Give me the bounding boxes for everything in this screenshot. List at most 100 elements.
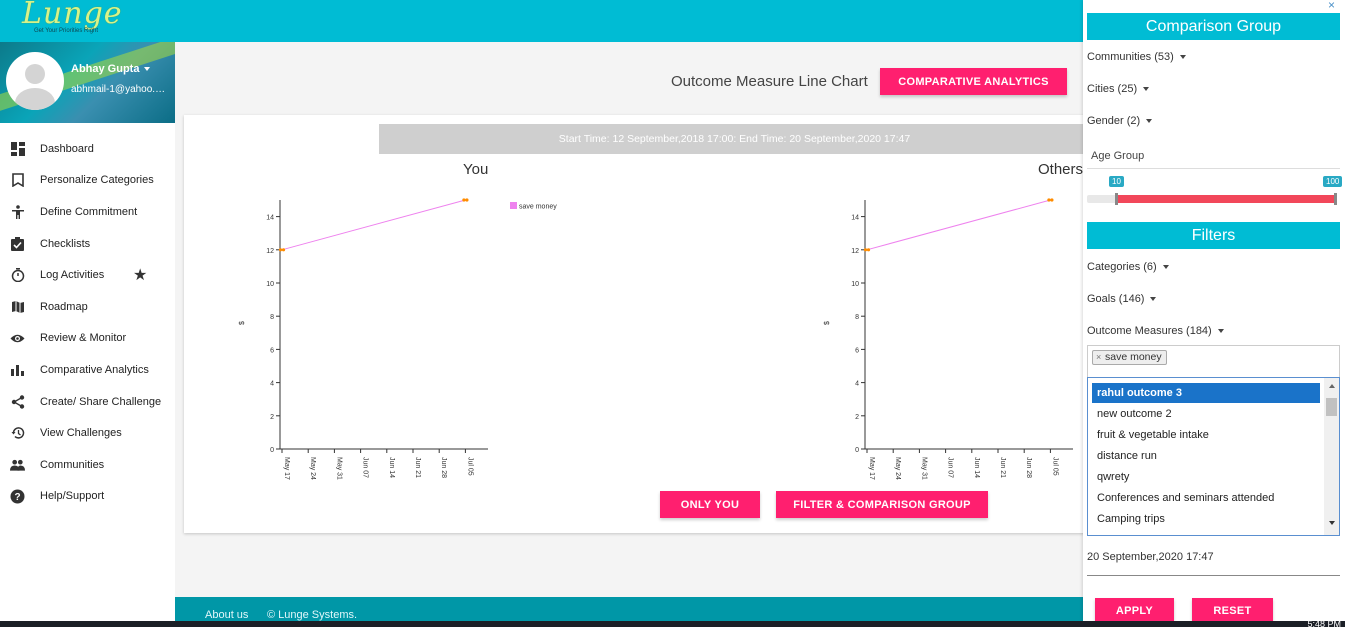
sidebar-item-log-activities[interactable]: Log Activities ★	[0, 259, 175, 291]
communities-dropdown[interactable]: Communities (53)	[1087, 51, 1186, 63]
data-point	[281, 248, 286, 252]
list-item[interactable]: fruit & vegetable intake	[1097, 429, 1209, 441]
chevron-down-icon	[1150, 297, 1157, 302]
data-point	[462, 198, 466, 202]
outcome-options-list[interactable]: rahul outcome 3 new outcome 2 fruit & ve…	[1087, 377, 1340, 536]
scrollbar-thumb[interactable]	[1326, 398, 1337, 416]
gender-dropdown[interactable]: Gender (2)	[1087, 115, 1153, 127]
sidebar-item-label: Roadmap	[40, 300, 88, 313]
map-icon	[10, 299, 25, 314]
x-tick-label: Jun 07	[947, 457, 954, 478]
about-us-link[interactable]: About us	[205, 609, 249, 621]
y-tick-label: 12	[266, 248, 274, 255]
y-tick-label: 14	[266, 215, 274, 222]
sidebar-item-roadmap[interactable]: Roadmap	[0, 291, 175, 323]
data-point	[278, 248, 283, 252]
share-icon	[10, 394, 25, 409]
sidebar-item-personalize-categories[interactable]: Personalize Categories	[0, 165, 175, 197]
x-tick-label: May 17	[868, 457, 875, 480]
data-point	[1050, 198, 1054, 202]
sidebar-item-review-monitor[interactable]: Review & Monitor	[0, 323, 175, 355]
taskbar-clock: 5:48 PM	[1307, 619, 1341, 627]
scroll-up-arrow-icon[interactable]	[1329, 384, 1335, 388]
cities-dropdown[interactable]: Cities (25)	[1087, 83, 1150, 95]
clipboard-check-icon	[10, 236, 25, 251]
y-tick-label: 0	[855, 447, 859, 454]
end-date-field[interactable]: 20 September,2020 17:47	[1087, 551, 1214, 563]
sidebar-item-label: Checklists	[40, 237, 91, 250]
outcome-measures-label: Outcome Measures (184)	[1087, 325, 1212, 337]
list-item[interactable]: qwrety	[1097, 471, 1130, 483]
x-tick-label: Jun 14	[388, 457, 395, 478]
x-tick-label: Jun 21	[414, 457, 421, 478]
bookmark-icon	[10, 173, 25, 188]
chevron-down-icon	[1217, 329, 1224, 334]
svg-text:?: ?	[14, 492, 20, 503]
list-item[interactable]: new outcome 2	[1097, 408, 1172, 420]
sidebar: Abhay Gupta abhmail-1@yahoo.c... Dashboa…	[0, 42, 175, 627]
avatar[interactable]	[6, 52, 64, 110]
list-item[interactable]: rahul outcome 3	[1092, 383, 1320, 403]
x-tick-label: May 31	[335, 457, 342, 480]
list-item[interactable]: Conferences and seminars attended	[1097, 492, 1275, 504]
list-item[interactable]: distance run	[1097, 450, 1157, 462]
copyright-text: © Lunge Systems.	[267, 609, 358, 621]
y-tick-label: 2	[855, 414, 859, 421]
list-item[interactable]: Camping trips	[1097, 513, 1165, 525]
sidebar-item-communities[interactable]: Communities	[0, 449, 175, 481]
goals-label: Goals (146)	[1087, 293, 1145, 305]
date-field-underline	[1087, 575, 1340, 576]
chart-title-others: Others	[1038, 161, 1084, 178]
x-tick-label: Jun 07	[362, 457, 369, 478]
age-range-min-handle[interactable]	[1115, 193, 1118, 205]
remove-tag-icon[interactable]: ×	[1096, 352, 1102, 362]
selected-tag-label: save money	[1105, 351, 1162, 363]
x-tick-label: Jul 05	[466, 457, 473, 476]
goals-dropdown[interactable]: Goals (146)	[1087, 293, 1157, 305]
outcome-measures-dropdown[interactable]: Outcome Measures (184)	[1087, 325, 1224, 337]
sidebar-item-checklists[interactable]: Checklists	[0, 228, 175, 260]
comparative-analytics-button[interactable]: COMPARATIVE ANALYTICS	[880, 68, 1067, 95]
age-range-max-handle[interactable]	[1334, 193, 1337, 205]
apply-button[interactable]: APPLY	[1095, 598, 1174, 624]
filter-panel: × Comparison Group Communities (53) Citi…	[1083, 0, 1345, 627]
y-axis-label: $	[239, 321, 246, 325]
sidebar-item-comparative-analytics[interactable]: Comparative Analytics	[0, 354, 175, 386]
y-tick-label: 6	[270, 347, 274, 354]
y-tick-label: 10	[851, 281, 859, 288]
y-tick-label: 10	[266, 281, 274, 288]
y-tick-label: 12	[851, 248, 859, 255]
age-range-low-value: 10	[1109, 176, 1124, 187]
categories-dropdown[interactable]: Categories (6)	[1087, 261, 1169, 273]
sidebar-item-view-challenges[interactable]: View Challenges	[0, 417, 175, 449]
close-icon[interactable]: ×	[1327, 0, 1335, 12]
dashboard-icon	[10, 141, 25, 156]
sidebar-nav: Dashboard Personalize Categories Define …	[0, 133, 175, 512]
sidebar-item-create-share-challenge[interactable]: Create/ Share Challenge	[0, 386, 175, 418]
series-line	[281, 199, 466, 251]
y-tick-label: 6	[855, 347, 859, 354]
filters-header: Filters	[1087, 222, 1340, 249]
user-menu[interactable]: Abhay Gupta	[71, 63, 151, 75]
x-tick-label: May 24	[894, 457, 901, 480]
page-title: Outcome Measure Line Chart	[671, 73, 868, 90]
filter-comparison-group-button[interactable]: FILTER & COMPARISON GROUP	[776, 491, 988, 518]
scrollbar[interactable]	[1324, 378, 1339, 535]
app-logo[interactable]: Lunge Get Your Priorities Right	[12, 0, 122, 40]
scroll-down-arrow-icon[interactable]	[1329, 521, 1335, 525]
sidebar-item-help-support[interactable]: ? Help/Support	[0, 481, 175, 513]
line-chart-you: 0 2 4 6 8 10 12 14 May 17 May 24 May 31 Jun 07 Jun 1…	[239, 198, 557, 480]
sidebar-item-label: Communities	[40, 458, 105, 471]
sidebar-item-dashboard[interactable]: Dashboard	[0, 133, 175, 165]
sidebar-item-define-commitment[interactable]: Define Commitment	[0, 196, 175, 228]
outcome-measures-multiselect[interactable]: × save money	[1087, 345, 1340, 377]
avatar-body	[15, 88, 55, 110]
y-tick-label: 8	[270, 314, 274, 321]
y-axis-label: $	[824, 321, 831, 325]
legend-label: save money	[519, 204, 557, 211]
star-icon[interactable]: ★	[133, 267, 148, 285]
reset-button[interactable]: RESET	[1192, 598, 1273, 624]
only-you-button[interactable]: ONLY YOU	[660, 491, 760, 518]
user-name: Abhay Gupta	[71, 63, 140, 75]
sidebar-item-label: View Challenges	[40, 427, 122, 440]
